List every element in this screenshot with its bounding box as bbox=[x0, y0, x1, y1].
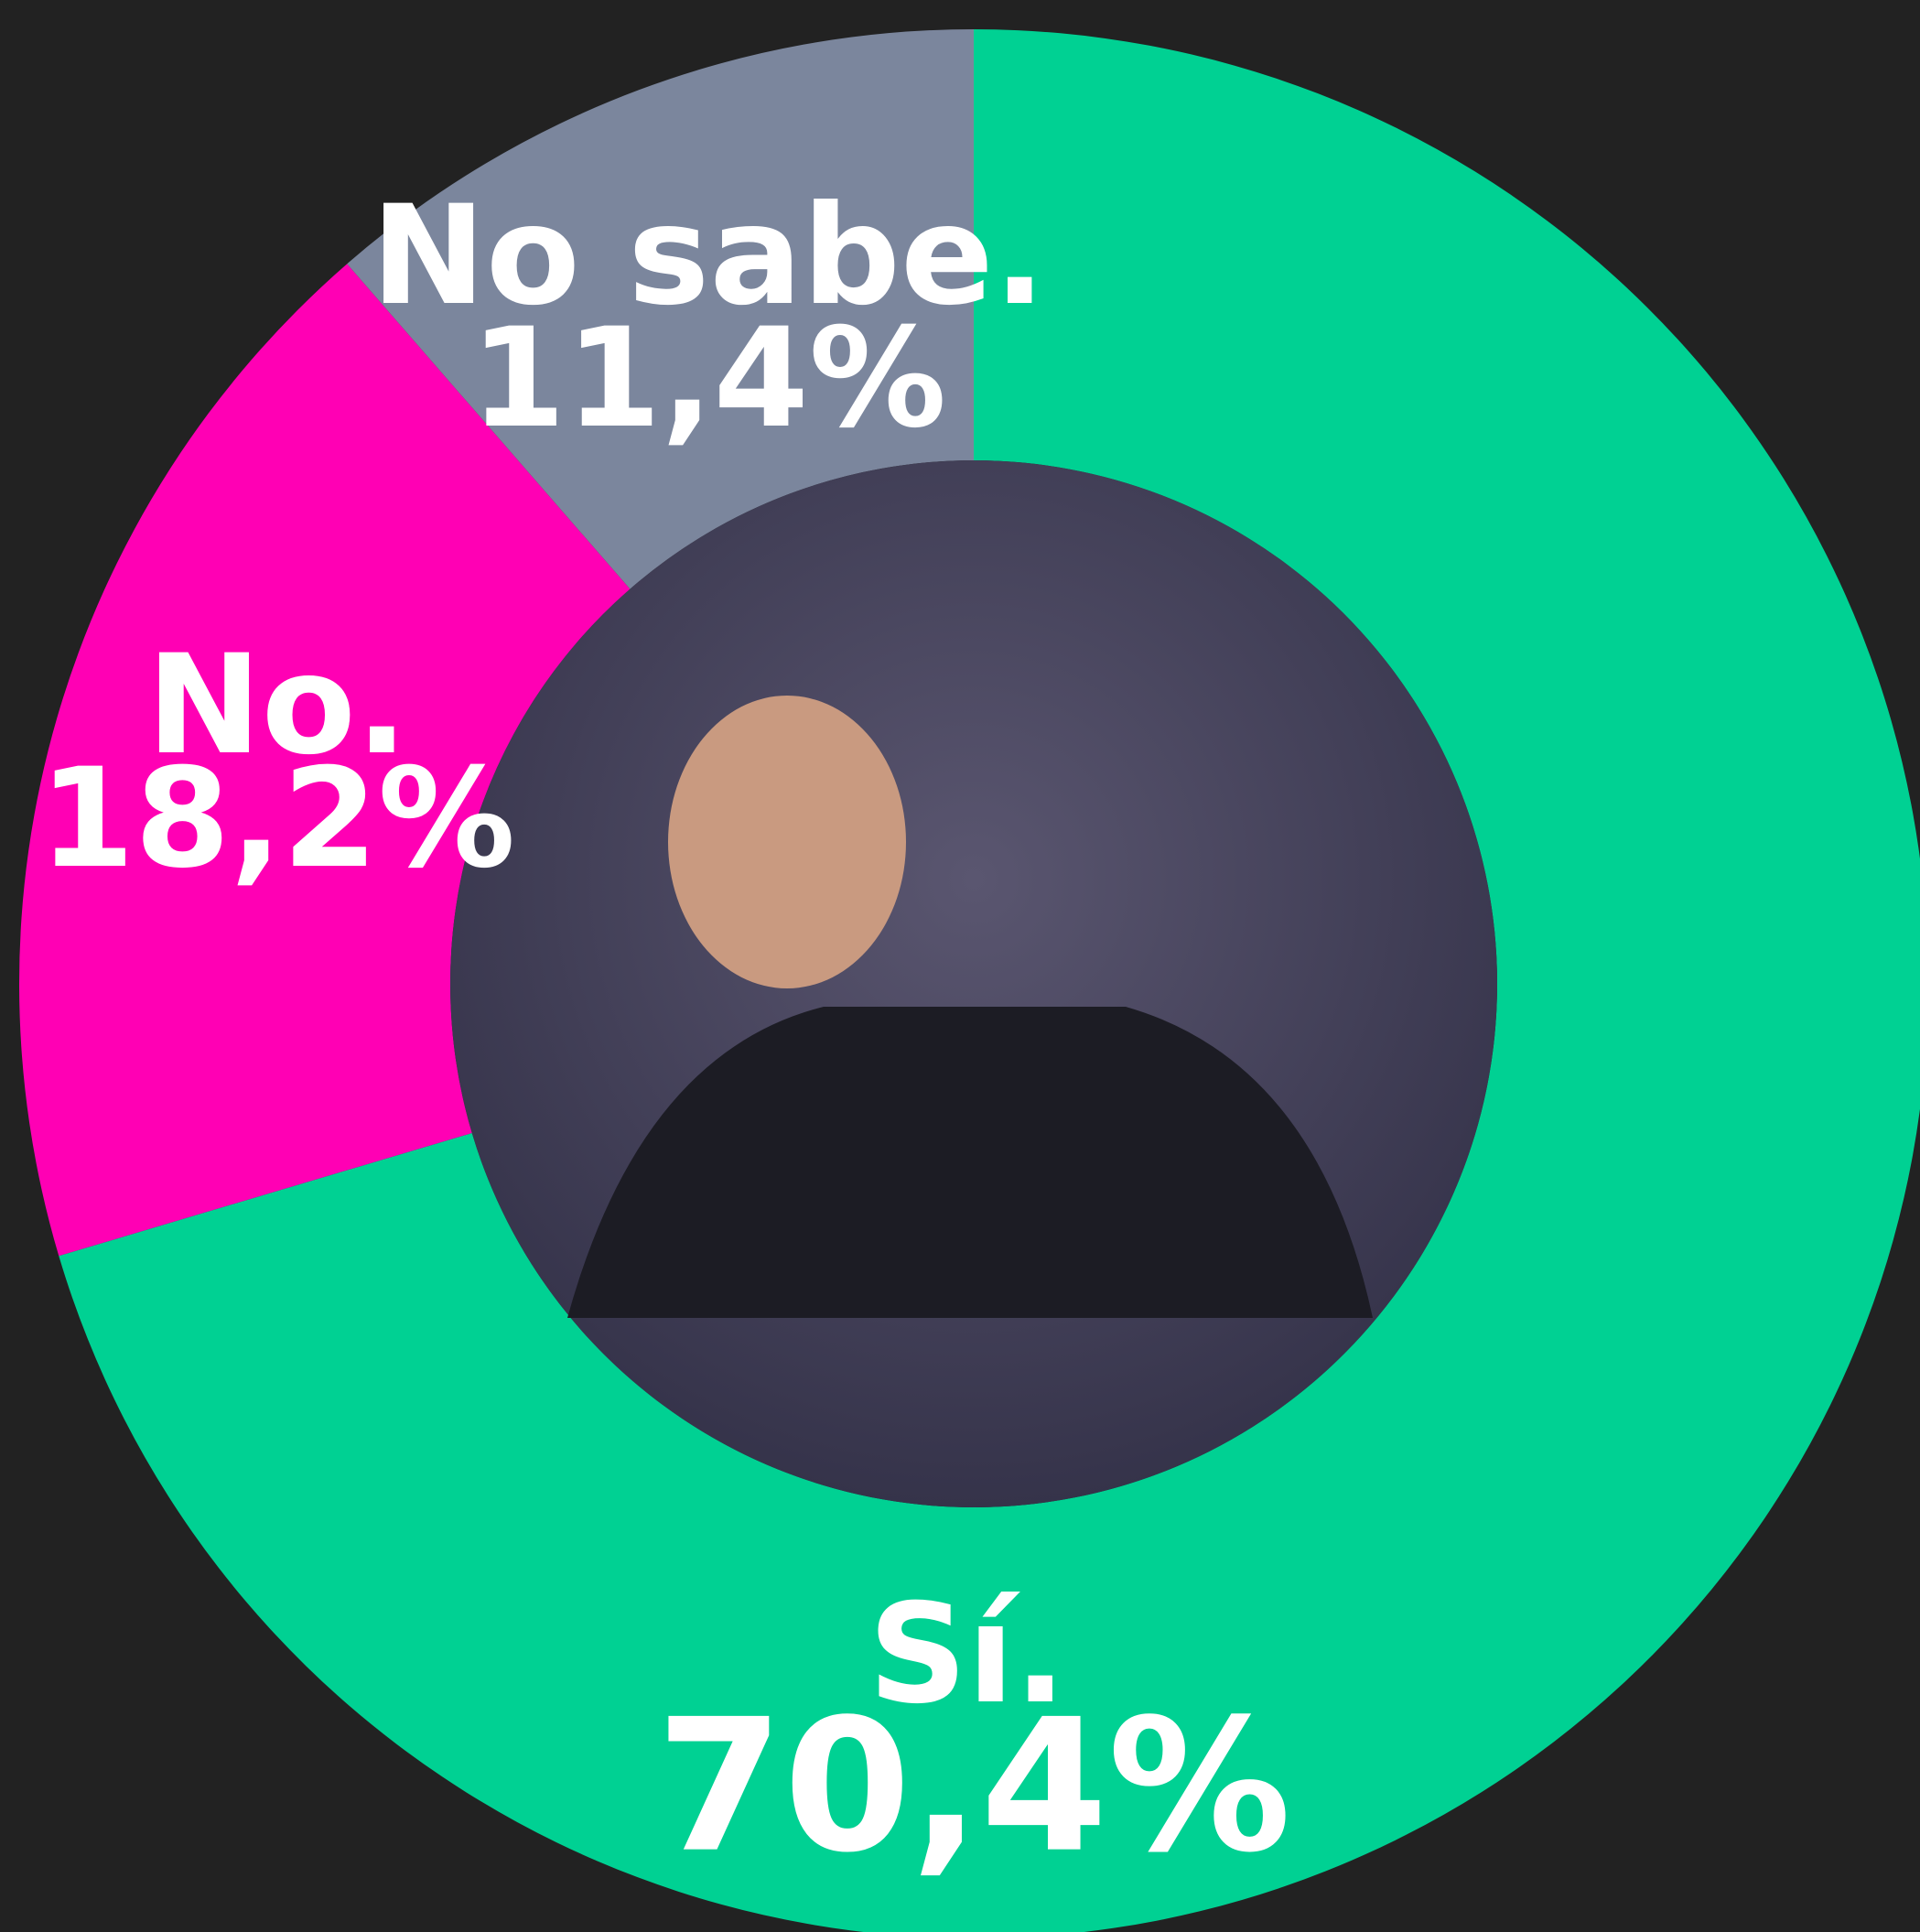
value-label: 18,2% bbox=[39, 739, 515, 899]
donut-segment bbox=[59, 29, 1920, 1932]
donut-segment bbox=[18, 264, 631, 1257]
photo-figure bbox=[567, 1007, 1373, 1318]
donut-segment bbox=[347, 28, 975, 589]
value-label: 70,4% bbox=[656, 1680, 1291, 1894]
photo-face bbox=[668, 696, 906, 988]
photo-disc bbox=[450, 460, 1497, 1507]
category-label: No sabe. bbox=[371, 177, 1045, 336]
category-label: No. bbox=[146, 626, 408, 785]
category-label: Sí. bbox=[868, 1575, 1066, 1734]
labels: Sí.70,4% No.18,2% No sabe.11,4% bbox=[39, 177, 1291, 1894]
value-label: 11,4% bbox=[470, 299, 946, 459]
center-photo bbox=[450, 460, 1497, 1507]
donut bbox=[18, 28, 1920, 1932]
